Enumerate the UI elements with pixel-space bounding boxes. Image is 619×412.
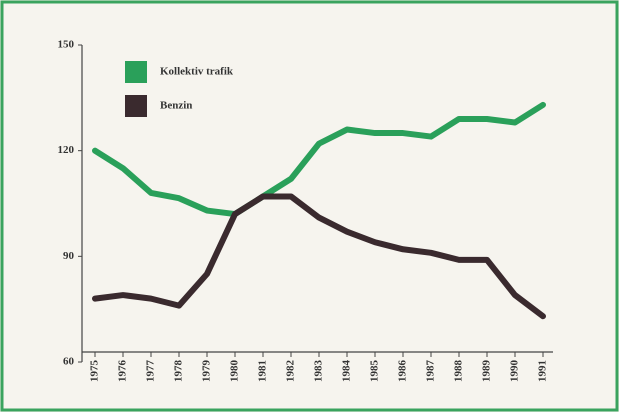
y-tick-label: 60 (63, 356, 75, 368)
y-tick-label: 120 (58, 144, 75, 156)
x-tick-label: 1985 (369, 360, 381, 383)
x-tick-label: 1978 (173, 360, 185, 383)
x-tick-label: 1983 (313, 360, 325, 383)
line (92, 101, 546, 218)
x-tick-label: 1981 (257, 360, 269, 382)
x-tick-label: 1988 (453, 360, 465, 383)
y-tick-label: 150 (58, 39, 75, 51)
y-tick-label: 90 (63, 250, 75, 262)
x-tick-label: 1987 (425, 360, 437, 383)
x-tick-label: 1990 (509, 360, 521, 383)
x-tick-label: 1986 (397, 360, 409, 383)
x-tick-label: 1989 (481, 360, 493, 383)
x-tick-label: 1984 (341, 360, 353, 383)
x-tick-label: 1977 (145, 360, 157, 383)
line (92, 193, 546, 320)
legend-label: Benzin (160, 100, 192, 112)
x-tick-label: 1976 (117, 360, 129, 383)
x-tick-label: 1991 (537, 360, 549, 382)
legend-swatch (125, 61, 147, 83)
x-tick-label: 1980 (229, 360, 241, 383)
legend-swatch (125, 95, 147, 117)
legend-label: Kollektiv trafik (160, 66, 234, 78)
x-tick-label: 1979 (201, 360, 213, 383)
x-tick-label: 1975 (89, 360, 101, 383)
x-tick-label: 1982 (285, 360, 297, 383)
